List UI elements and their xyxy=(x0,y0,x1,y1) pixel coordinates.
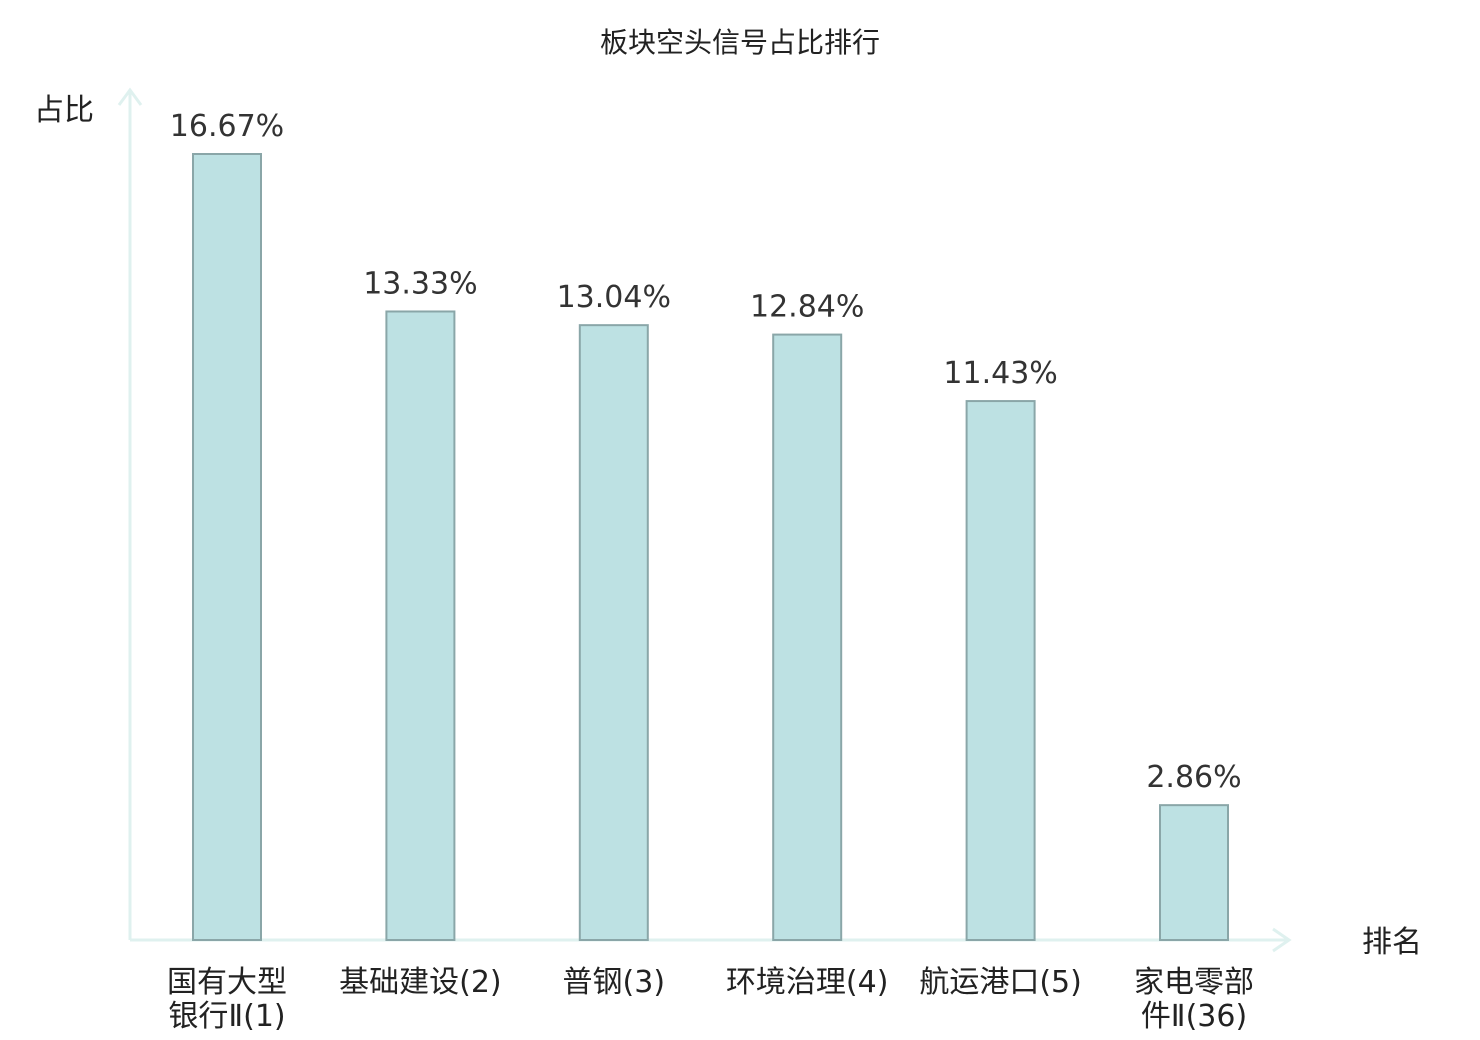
value-label-0: 16.67% xyxy=(170,109,284,144)
category-label-4-line-0: 航运港口(5) xyxy=(919,965,1082,1000)
bar-1 xyxy=(385,310,456,941)
category-label-0-line-0: 国有大型 xyxy=(167,965,287,1000)
bar-4 xyxy=(965,400,1036,942)
chart-title: 板块空头信号占比排行 xyxy=(600,26,880,59)
value-label-1: 13.33% xyxy=(363,266,477,301)
bar-2 xyxy=(578,324,649,941)
category-label-3-line-0: 环境治理(4) xyxy=(726,965,889,1000)
bar-3 xyxy=(772,333,843,941)
category-label-0-line-1: 银行Ⅱ(1) xyxy=(168,999,285,1034)
y-axis-label: 占比 xyxy=(34,93,94,128)
x-axis-arrow-icon xyxy=(1272,927,1292,953)
value-label-2: 13.04% xyxy=(557,280,671,315)
category-label-5-line-1: 件Ⅱ(36) xyxy=(1141,999,1247,1034)
x-axis-label: 排名 xyxy=(1362,925,1422,960)
value-label-3: 12.84% xyxy=(750,290,864,325)
bar-0 xyxy=(192,153,262,941)
bar-5 xyxy=(1159,804,1229,941)
category-label-1-line-0: 基础建设(2) xyxy=(339,965,502,1000)
category-label-2-line-0: 普钢(3) xyxy=(563,965,666,1000)
value-label-4: 11.43% xyxy=(943,356,1057,391)
value-label-5: 2.86% xyxy=(1146,760,1241,795)
category-label-5-line-0: 家电零部 xyxy=(1134,965,1254,1000)
y-axis-arrow-icon xyxy=(117,87,143,106)
